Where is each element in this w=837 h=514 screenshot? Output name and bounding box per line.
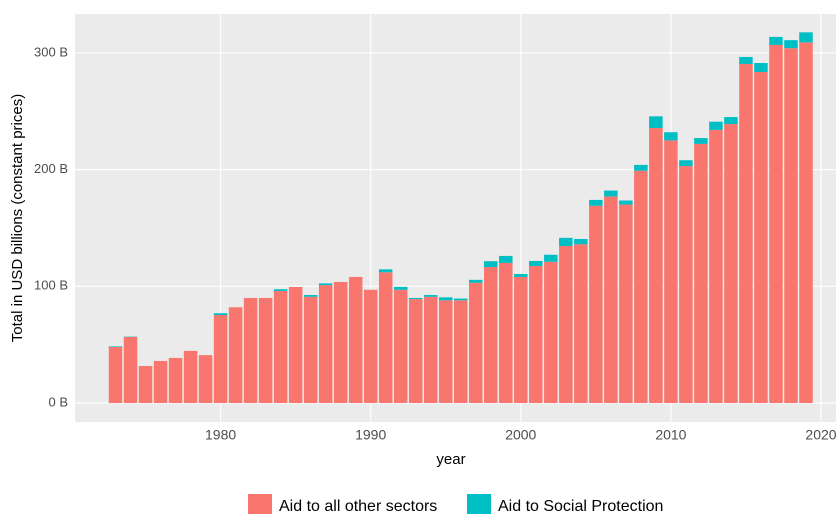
legend-swatch [248, 494, 272, 514]
bar [408, 299, 423, 403]
bar [559, 237, 573, 247]
bar [438, 297, 453, 301]
bar [769, 44, 783, 403]
bar [799, 42, 813, 403]
bar [318, 283, 333, 286]
y-axis-title: Total in USD billions (constant prices) [9, 94, 26, 342]
x-tick-label: 1980 [205, 427, 236, 443]
bar [108, 346, 123, 347]
bar [378, 272, 393, 403]
bar [108, 346, 123, 403]
x-axis-title: year [436, 451, 465, 468]
bar [438, 300, 453, 403]
bar [273, 289, 288, 291]
bar [709, 121, 723, 130]
bar [499, 255, 513, 263]
bar [589, 205, 603, 403]
bar [348, 276, 363, 403]
bar [529, 265, 543, 403]
bar [769, 36, 783, 45]
bar [544, 254, 558, 262]
bar [288, 286, 303, 403]
bar [183, 350, 198, 403]
bar [333, 281, 348, 403]
bar [604, 196, 618, 403]
bar [258, 297, 273, 403]
bar [514, 276, 528, 403]
bar [574, 244, 588, 403]
bar [423, 295, 438, 297]
bar [664, 140, 678, 403]
bar [739, 63, 753, 403]
legend-label: Aid to Social Protection [498, 498, 663, 514]
x-tick-label: 2000 [505, 427, 536, 443]
bar [664, 132, 678, 141]
y-tick-label: 300 B [34, 44, 68, 59]
bar [378, 269, 393, 273]
bar [574, 239, 588, 245]
bar [694, 138, 708, 144]
bar [168, 357, 183, 403]
bar [499, 262, 513, 403]
bar [709, 129, 723, 403]
y-tick-label: 0 B [48, 394, 68, 409]
bar [318, 285, 333, 403]
bar [363, 289, 378, 403]
bar [559, 246, 573, 403]
bar [408, 297, 423, 300]
bar [393, 289, 408, 403]
bar [529, 260, 543, 266]
bar [393, 286, 408, 290]
x-tick-label: 2020 [805, 427, 836, 443]
bar [544, 261, 558, 403]
bar [724, 124, 738, 403]
bar [423, 296, 438, 403]
bar [649, 128, 663, 403]
bar [243, 297, 258, 403]
bar [619, 204, 633, 403]
bar [123, 336, 138, 403]
bar [514, 274, 528, 277]
bar [754, 63, 768, 73]
bar [484, 267, 498, 403]
bar [153, 360, 168, 403]
bar [484, 261, 498, 268]
bar [469, 282, 483, 403]
bar [198, 355, 213, 403]
bar [754, 72, 768, 403]
bar [784, 48, 798, 403]
bar [303, 295, 318, 297]
bar [739, 56, 753, 64]
y-tick-label: 200 B [34, 161, 68, 176]
legend-label: Aid to all other sectors [279, 498, 437, 514]
bar [799, 32, 813, 43]
bar [784, 40, 798, 49]
bar [303, 296, 318, 403]
bar [138, 365, 153, 403]
legend-swatch [467, 494, 491, 514]
x-tick-label: 1990 [355, 427, 386, 443]
bar [604, 190, 618, 197]
bar [724, 117, 738, 125]
bar [634, 164, 648, 171]
bar [228, 307, 243, 403]
bar [273, 290, 288, 403]
bar [694, 143, 708, 403]
bar [649, 116, 663, 129]
bar [634, 170, 648, 403]
bar [619, 200, 633, 205]
bar [679, 160, 693, 167]
bar [589, 199, 603, 206]
bar [213, 314, 228, 403]
bar [453, 298, 468, 301]
y-tick-label: 100 B [34, 278, 68, 293]
bar [679, 166, 693, 403]
bar [469, 279, 483, 283]
bar [213, 313, 228, 315]
x-tick-label: 2010 [655, 427, 686, 443]
bar [453, 300, 468, 403]
